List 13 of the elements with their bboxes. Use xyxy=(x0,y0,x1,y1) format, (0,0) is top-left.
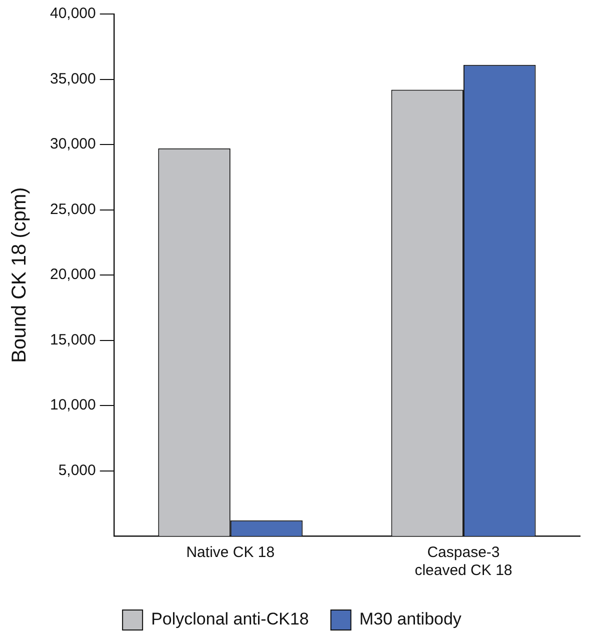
y-tick-label: 10,000 xyxy=(50,396,96,414)
y-tick-label: 35,000 xyxy=(50,70,96,88)
legend-label: M30 antibody xyxy=(359,610,462,629)
y-tick-label: 25,000 xyxy=(50,200,96,218)
y-axis-title: Bound CK 18 (cpm) xyxy=(8,187,31,363)
y-tick-label: 30,000 xyxy=(50,136,96,153)
y-tick-label: 40,000 xyxy=(50,5,96,22)
y-tick-label: 15,000 xyxy=(50,331,96,348)
x-tick-label: Native CK 18 xyxy=(186,544,275,562)
y-tick-label: 5,000 xyxy=(58,462,96,479)
y-tick-label: 20,000 xyxy=(50,266,96,284)
legend-label: Polyclonal anti-CK18 xyxy=(151,610,309,629)
x-tick-label: Caspase-3 cleaved CK 18 xyxy=(414,544,512,580)
